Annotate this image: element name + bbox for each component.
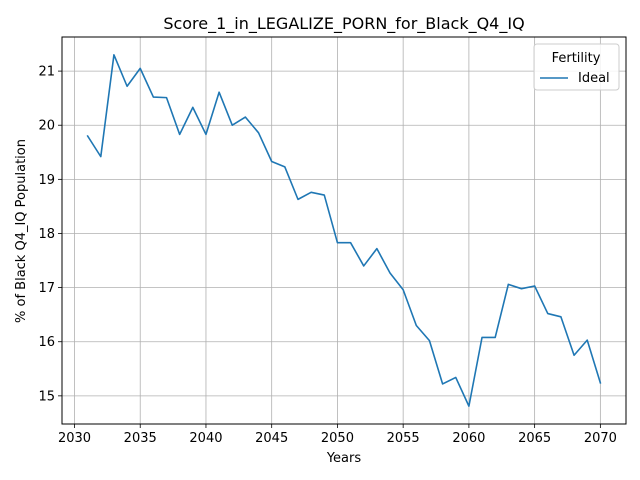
y-tick-label: 19 xyxy=(38,173,55,188)
legend-label-ideal: Ideal xyxy=(578,71,610,86)
y-tick-label: 17 xyxy=(38,281,55,296)
x-axis-ticks: 2030 2035 2040 2045 2050 2055 2060 2065 2070 xyxy=(58,424,617,446)
x-axis-label: Years xyxy=(326,451,362,466)
y-tick-label: 18 xyxy=(38,227,55,242)
x-tick-label: 2040 xyxy=(189,431,222,446)
series-lines xyxy=(86,54,602,407)
y-axis-label: % of Black Q4_IQ Population xyxy=(14,139,29,323)
x-tick-label: 2055 xyxy=(387,431,420,446)
y-tick-label: 20 xyxy=(38,119,55,134)
chart-title: Score_1_in_LEGALIZE_PORN_for_Black_Q4_IQ xyxy=(163,14,524,34)
x-tick-label: 2065 xyxy=(518,431,551,446)
y-tick-label: 21 xyxy=(38,65,55,80)
plot-area-frame xyxy=(61,36,627,425)
x-tick-label: 2050 xyxy=(321,431,354,446)
x-tick-label: 2045 xyxy=(255,431,288,446)
legend-title: Fertility xyxy=(552,51,601,66)
grid-lines xyxy=(62,37,626,424)
x-tick-label: 2035 xyxy=(124,431,157,446)
y-axis-ticks: 15 16 17 18 19 20 21 xyxy=(38,65,62,404)
legend: Fertility Ideal xyxy=(533,43,620,91)
series-line-ideal xyxy=(86,54,602,407)
y-tick-label: 15 xyxy=(38,389,55,404)
x-tick-label: 2060 xyxy=(452,431,485,446)
x-tick-label: 2030 xyxy=(58,431,91,446)
x-tick-label: 2070 xyxy=(584,431,617,446)
y-tick-label: 16 xyxy=(38,335,55,350)
